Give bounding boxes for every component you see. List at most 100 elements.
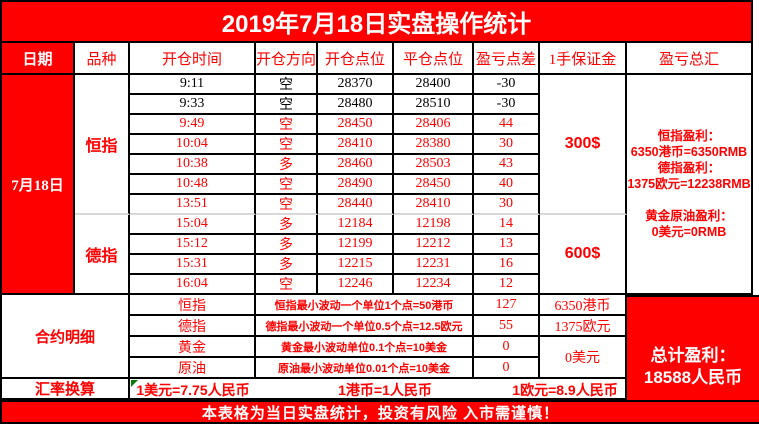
- exchange-rates-cell: [130, 379, 627, 400]
- close-point-cell: 12212: [394, 235, 474, 255]
- pl-summary-line: 黄金原油盈利：: [645, 209, 733, 223]
- contract-name-cell: 德指: [130, 316, 256, 337]
- open-time-cell: 9:33: [130, 95, 256, 115]
- direction-cell: 空: [256, 95, 318, 115]
- open-time-cell: 15:31: [130, 255, 256, 275]
- open-point-cell: 28410: [318, 135, 394, 155]
- open-time-cell: 10:04: [130, 135, 256, 155]
- open-time-cell: 10:48: [130, 175, 256, 195]
- margin-cell-hsi: 300$: [540, 75, 627, 215]
- contract-desc-cell: 德指最小波动一个单位0.5个点=12.5欧元: [256, 316, 474, 337]
- open-point-cell: 28480: [318, 95, 394, 115]
- column-header-date: 日期: [0, 43, 75, 75]
- contract-desc-cell: 恒指最小波动一个单位1个点=50港币: [256, 295, 474, 316]
- pl-summary-line: 6350港币=6350RMB: [630, 145, 748, 159]
- pl-points-cell: 30: [474, 135, 540, 155]
- cell-corner-marker-icon: [131, 380, 138, 387]
- column-header-margin: 1手保证金: [540, 43, 627, 75]
- pl-points-cell: 44: [474, 115, 540, 135]
- pl-points-cell: 30: [474, 195, 540, 215]
- variety-cell-dax: 德指: [75, 215, 130, 295]
- pl-points-cell: 14: [474, 215, 540, 235]
- pl-points-cell: 43: [474, 155, 540, 175]
- contract-name-cell: 原油: [130, 358, 256, 379]
- direction-cell: 空: [256, 195, 318, 215]
- column-header-variety: 品种: [75, 43, 130, 75]
- direction-cell: 多: [256, 215, 318, 235]
- total-profit-value: 18588人民币: [643, 368, 743, 387]
- direction-cell: 多: [256, 235, 318, 255]
- open-point-cell: 12246: [318, 275, 394, 295]
- direction-cell: 多: [256, 255, 318, 275]
- close-point-cell: 28406: [394, 115, 474, 135]
- exchange-section-label: 汇率换算: [0, 379, 130, 400]
- contract-points-cell: 0: [474, 337, 540, 358]
- pl-points-cell: 13: [474, 235, 540, 255]
- pl-points-cell: 40: [474, 175, 540, 195]
- page-title: 2019年7月18日实盘操作统计: [0, 0, 753, 43]
- column-header-direction: 开仓方向: [256, 43, 318, 75]
- pl-points-cell: 16: [474, 255, 540, 275]
- contract-profit-cell: 1375欧元: [540, 316, 627, 337]
- open-point-cell: 12199: [318, 235, 394, 255]
- pl-summary-line: 0美元=0RMB: [651, 225, 727, 239]
- margin-cell-dax: 600$: [540, 215, 627, 295]
- open-time-cell: 15:12: [130, 235, 256, 255]
- open-point-cell: 28450: [318, 115, 394, 135]
- date-cell: 7月18日: [0, 75, 75, 295]
- contract-points-cell: 127: [474, 295, 540, 316]
- pl-summary-line: 恒指盈利：: [657, 129, 721, 143]
- open-time-cell: 9:11: [130, 75, 256, 95]
- total-profit-label: 总计盈利：: [650, 346, 736, 365]
- direction-cell: 空: [256, 75, 318, 95]
- total-profit-cell: 总计盈利： 18588人民币: [627, 295, 759, 400]
- contract-section-label: 合约明细: [0, 295, 130, 379]
- exchange-rate-eur: 1欧元=8.9人民币: [512, 381, 618, 398]
- pl-points-cell: -30: [474, 95, 540, 115]
- open-point-cell: 28440: [318, 195, 394, 215]
- open-point-cell: 28370: [318, 75, 394, 95]
- column-header-close-point: 平仓点位: [394, 43, 474, 75]
- close-point-cell: 12198: [394, 215, 474, 235]
- contract-desc-cell: 黄金最小波动单位0.1个点=10美金: [256, 337, 474, 358]
- direction-cell: 空: [256, 275, 318, 295]
- contract-points-cell: 55: [474, 316, 540, 337]
- contract-profit-cell: 6350港币: [540, 295, 627, 316]
- pl-summary-line: 德指盈利：: [657, 161, 721, 175]
- close-point-cell: 28450: [394, 175, 474, 195]
- pl-summary-line: [687, 192, 690, 208]
- open-point-cell: 12215: [318, 255, 394, 275]
- direction-cell: 空: [256, 115, 318, 135]
- variety-cell-hsi: 恒指: [75, 75, 130, 215]
- column-header-open-time: 开仓时间: [130, 43, 256, 75]
- contract-name-cell: 黄金: [130, 337, 256, 358]
- contract-profit-merged-cell: 0美元: [540, 337, 627, 379]
- open-point-cell: 12184: [318, 215, 394, 235]
- direction-cell: 多: [256, 155, 318, 175]
- close-point-cell: 12231: [394, 255, 474, 275]
- pl-points-cell: -30: [474, 75, 540, 95]
- close-point-cell: 28380: [394, 135, 474, 155]
- close-point-cell: 28503: [394, 155, 474, 175]
- pl-points-cell: 12: [474, 275, 540, 295]
- close-point-cell: 28400: [394, 75, 474, 95]
- open-time-cell: 16:04: [130, 275, 256, 295]
- column-header-open-point: 开仓点位: [318, 43, 394, 75]
- contract-points-cell: 0: [474, 358, 540, 379]
- open-time-cell: 10:38: [130, 155, 256, 175]
- open-time-cell: 9:49: [130, 115, 256, 135]
- contract-desc-cell: 原油最小波动单位0.01个点=10美金: [256, 358, 474, 379]
- contract-name-cell: 恒指: [130, 295, 256, 316]
- column-header-pl-points: 盈亏点差: [474, 43, 540, 75]
- close-point-cell: 12234: [394, 275, 474, 295]
- exchange-rate-hkd: 1港币=1人民币: [338, 381, 432, 398]
- close-point-cell: 28410: [394, 195, 474, 215]
- open-time-cell: 13:51: [130, 195, 256, 215]
- close-point-cell: 28510: [394, 95, 474, 115]
- direction-cell: 空: [256, 175, 318, 195]
- footer-disclaimer: 本表格为当日实盘统计，投资有风险 入市需谨慎！: [0, 400, 759, 424]
- exchange-rate-usd: 1美元=7.75人民币: [136, 381, 250, 398]
- open-point-cell: 28460: [318, 155, 394, 175]
- direction-cell: 空: [256, 135, 318, 155]
